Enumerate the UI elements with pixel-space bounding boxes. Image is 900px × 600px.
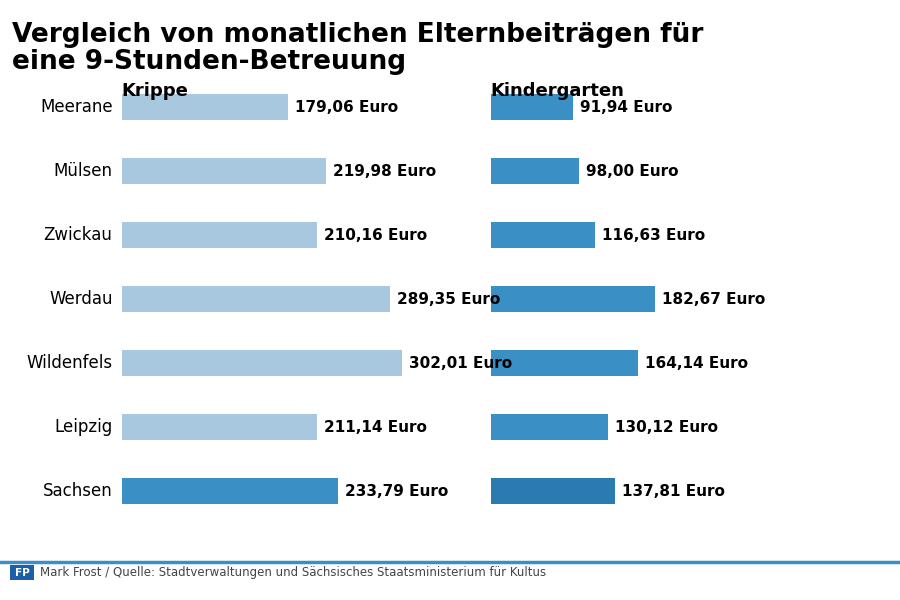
Text: Mark Frost / Quelle: Stadtverwaltungen und Sächsisches Staatsministerium für Kul: Mark Frost / Quelle: Stadtverwaltungen u… xyxy=(40,566,546,579)
Text: Sachsen: Sachsen xyxy=(43,482,112,500)
Text: Krippe: Krippe xyxy=(122,82,188,100)
Bar xyxy=(122,350,401,376)
Text: Wildenfels: Wildenfels xyxy=(26,354,112,372)
Text: 302,01 Euro: 302,01 Euro xyxy=(409,355,512,370)
Text: 164,14 Euro: 164,14 Euro xyxy=(645,355,748,370)
Text: 211,14 Euro: 211,14 Euro xyxy=(325,419,428,434)
Text: 98,00 Euro: 98,00 Euro xyxy=(586,163,679,179)
Text: 219,98 Euro: 219,98 Euro xyxy=(333,163,436,179)
Bar xyxy=(122,414,318,440)
Text: 130,12 Euro: 130,12 Euro xyxy=(615,419,717,434)
Text: Leipzig: Leipzig xyxy=(54,418,112,436)
Text: 289,35 Euro: 289,35 Euro xyxy=(397,292,500,307)
Text: eine 9-Stunden-Betreuung: eine 9-Stunden-Betreuung xyxy=(12,49,406,75)
Bar xyxy=(122,222,317,248)
Bar xyxy=(491,94,573,120)
Text: Mülsen: Mülsen xyxy=(53,162,112,180)
Bar xyxy=(10,565,34,580)
Bar xyxy=(491,222,596,248)
Bar xyxy=(491,286,655,312)
Bar xyxy=(491,158,579,184)
Text: Werdau: Werdau xyxy=(49,290,112,308)
Text: Meerane: Meerane xyxy=(40,98,112,116)
Bar xyxy=(122,94,288,120)
Text: 233,79 Euro: 233,79 Euro xyxy=(346,484,449,499)
Text: 137,81 Euro: 137,81 Euro xyxy=(622,484,725,499)
Bar xyxy=(491,350,638,376)
Bar xyxy=(122,286,390,312)
Text: 91,94 Euro: 91,94 Euro xyxy=(580,100,672,115)
Bar xyxy=(491,414,608,440)
Text: 182,67 Euro: 182,67 Euro xyxy=(662,292,765,307)
Text: Vergleich von monatlichen Elternbeiträgen für: Vergleich von monatlichen Elternbeiträge… xyxy=(12,22,704,48)
Text: 210,16 Euro: 210,16 Euro xyxy=(324,227,427,242)
Bar xyxy=(491,478,615,504)
Bar xyxy=(122,478,338,504)
Text: 179,06 Euro: 179,06 Euro xyxy=(294,100,398,115)
Text: Kindergarten: Kindergarten xyxy=(491,82,625,100)
Text: Zwickau: Zwickau xyxy=(43,226,112,244)
Text: FP: FP xyxy=(14,568,30,577)
Text: 116,63 Euro: 116,63 Euro xyxy=(602,227,706,242)
Bar xyxy=(122,158,326,184)
